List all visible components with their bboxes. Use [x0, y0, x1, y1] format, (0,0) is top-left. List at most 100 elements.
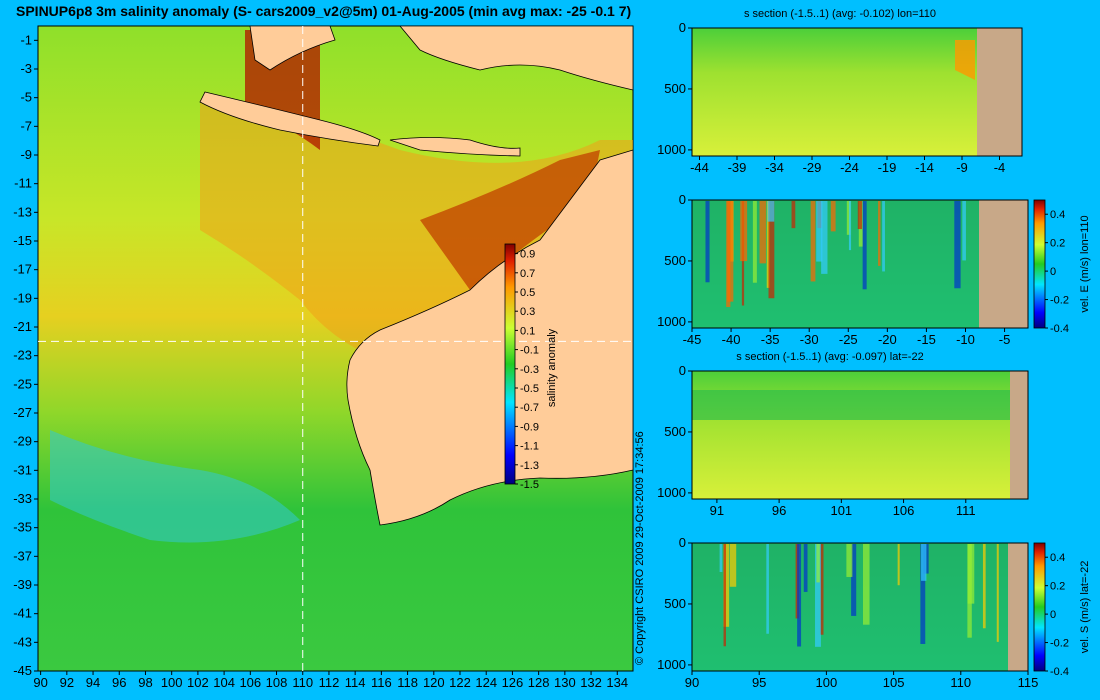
- s-section-lat-22-y-ticks: 0 500 1000: [657, 363, 692, 500]
- x-tick-label: 96: [772, 503, 786, 518]
- x-tick-label: -30: [800, 332, 819, 347]
- colorbar-tick-label: -0.2: [1050, 638, 1069, 650]
- velS-colorbar-ticks: 0.4 0.2 0 -0.2 -0.4: [1045, 552, 1069, 678]
- velocity-streak: [723, 544, 730, 627]
- x-tick-label: 112: [319, 675, 340, 690]
- fresh-anomaly-eddies: [50, 430, 300, 543]
- colorbar-tick-label: 0.5: [520, 287, 535, 299]
- velocity-streak: [996, 544, 999, 642]
- velocity-streak: [719, 544, 723, 572]
- x-tick-label: 134: [606, 675, 628, 690]
- velocity-streak: [723, 544, 726, 647]
- velocity-streak: [962, 201, 966, 261]
- borneo-land: [249, 25, 336, 71]
- velS-section-lat-22-land: [1008, 543, 1028, 671]
- colorbar-tick-label: 0: [1050, 266, 1056, 278]
- x-tick-label: 101: [830, 503, 852, 518]
- x-tick-label: -39: [728, 160, 747, 175]
- x-tick-label: -24: [840, 160, 859, 175]
- y-tick-label: -13: [13, 204, 32, 219]
- s-section-lat-22-low-band: [692, 390, 1012, 420]
- colorbar-tick-label: -0.2: [1050, 295, 1069, 307]
- velE-section-lon110-streaks: [705, 201, 966, 308]
- velocity-streak: [767, 201, 775, 222]
- x-tick-label: 98: [138, 675, 152, 690]
- y-tick-label: 0: [679, 363, 686, 378]
- colorbar-tick-label: 0.2: [1050, 581, 1065, 593]
- y-tick-label: 0: [679, 535, 686, 550]
- velS-section-lat-22-frame: [691, 542, 1029, 672]
- colorbar-tick-label: 0.2: [1050, 238, 1065, 250]
- y-tick-label: -17: [13, 262, 32, 277]
- y-tick-label: -11: [14, 176, 32, 191]
- velS-section-lat-22-streaks: [719, 544, 999, 647]
- s-section-lon110-high-patch: [955, 40, 975, 80]
- velocity-streak: [921, 544, 927, 581]
- x-tick-label: -14: [915, 160, 934, 175]
- x-tick-label: 105: [883, 675, 905, 690]
- colorbar-tick-label: 0.1: [520, 325, 535, 337]
- x-tick-label: 106: [239, 675, 261, 690]
- colorbar-tick-label: -1.3: [520, 460, 539, 472]
- velocity-streak: [857, 201, 862, 230]
- s-section-lon110-frame: [691, 27, 1023, 157]
- map-x-ticks: 90 92 94 96 98 100 102 104 106 108 110 112 114 116 118…: [33, 671, 628, 690]
- x-tick-label: -45: [683, 332, 702, 347]
- s-section-lat-22-frame: [691, 370, 1029, 500]
- x-tick-label: -35: [761, 332, 780, 347]
- x-tick-label: 110: [292, 675, 313, 690]
- velocity-streak: [729, 544, 737, 587]
- y-tick-label: -35: [13, 520, 32, 535]
- x-tick-label: 118: [397, 675, 418, 690]
- s-section-lat-22-land: [1010, 371, 1028, 499]
- y-tick-label: -5: [20, 90, 32, 105]
- velocity-streak: [846, 201, 851, 235]
- x-tick-label: -20: [878, 332, 897, 347]
- y-tick-label: -27: [13, 405, 32, 420]
- colorbar-tick-label: 0.4: [1050, 552, 1065, 564]
- velS-colorbar-label: vel. S (m/s) lat=-22: [1079, 561, 1091, 654]
- y-tick-label: 1000: [657, 142, 686, 157]
- velS-section-lat-22-x-ticks: 90 95 100 105 110 115: [685, 671, 1039, 690]
- colorbar-tick-label: -0.4: [1050, 666, 1069, 678]
- velocity-streak: [766, 201, 770, 288]
- x-tick-label: 92: [60, 675, 74, 690]
- velocity-streak: [819, 544, 824, 635]
- velE-section-lon110-frame: [691, 199, 1029, 329]
- x-tick-label: 100: [161, 675, 183, 690]
- x-tick-label: 95: [752, 675, 766, 690]
- y-tick-label: 500: [664, 424, 686, 439]
- velE-section-lon110-x-ticks: -45 -40 -35 -30 -25 -20 -15 -10 -5: [683, 328, 1010, 347]
- colorbar-tick-label: -0.3: [520, 364, 539, 376]
- x-tick-label: -40: [722, 332, 741, 347]
- y-tick-label: -41: [13, 606, 32, 621]
- colorbar-tick-label: -0.1: [520, 345, 539, 357]
- velocity-streak: [727, 201, 734, 302]
- x-tick-label: 96: [112, 675, 126, 690]
- y-tick-label: -43: [13, 634, 32, 649]
- s-section-lon110-panel: s section (-1.5..1) (avg: -0.102) lon=11…: [657, 8, 1023, 175]
- velocity-streak: [897, 544, 900, 586]
- velocity-streak: [967, 544, 975, 604]
- velE-colorbar-ticks: 0.4 0.2 0 -0.2 -0.4: [1045, 209, 1069, 335]
- map-colorbar-label: salinity anomaly: [546, 328, 558, 407]
- velE-section-lon110-land: [979, 200, 1028, 328]
- x-tick-label: 115: [1018, 675, 1039, 690]
- colorbar-tick-label: 0.4: [1050, 209, 1065, 221]
- velocity-streak: [982, 544, 986, 629]
- y-tick-label: -21: [13, 319, 32, 334]
- velocity-streak: [821, 201, 828, 274]
- map-colorbar-scale: [504, 243, 516, 485]
- velocity-streak: [766, 544, 769, 634]
- y-tick-label: 0: [679, 20, 686, 35]
- velocity-streak: [815, 544, 821, 647]
- y-tick-label: -31: [13, 462, 32, 477]
- x-tick-label: 132: [580, 675, 602, 690]
- y-tick-label: -23: [13, 348, 32, 363]
- map-colorbar: 0.9 0.7 0.5 0.3 0.1 -0.1 -0.3 -0.5 -0.7 -0.9 -1.1 -…: [504, 243, 558, 491]
- velS-section-lat-22-panel: 90 95 100 105 110 115 0 500 1000 0.4 0.2 0 -0.2 -0.…: [657, 535, 1091, 690]
- y-tick-label: -1: [20, 32, 32, 47]
- x-tick-label: 114: [345, 675, 366, 690]
